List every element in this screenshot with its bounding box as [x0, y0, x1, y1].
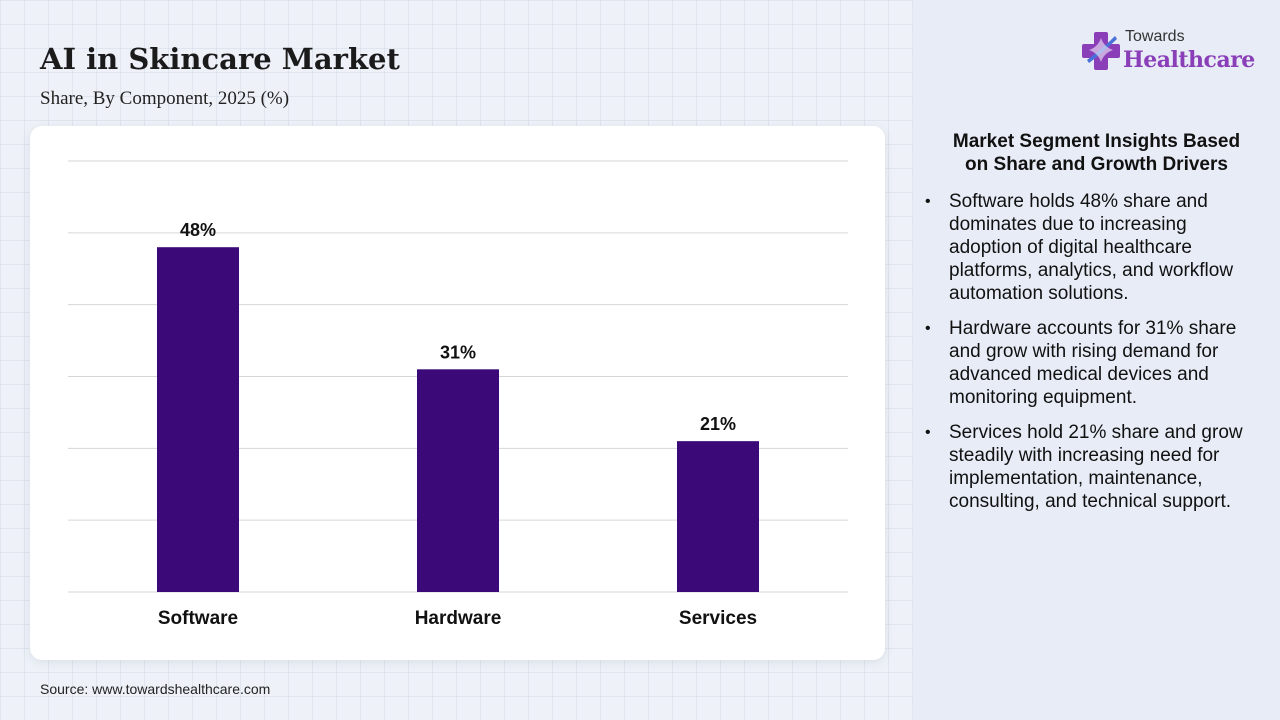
x-tick-label: Hardware	[415, 608, 502, 629]
insight-text: Hardware accounts for 31% share and grow…	[949, 318, 1237, 408]
data-label: 48%	[180, 220, 216, 240]
bullet-icon: •	[925, 193, 931, 210]
bullet-icon: •	[925, 320, 931, 337]
chart-card: 48% Software 31% Hardware 21% Services	[30, 126, 885, 660]
chart-title: AI in Skincare Market	[40, 42, 400, 76]
bullet-icon: •	[925, 424, 931, 441]
insights-panel: Towards Healthcare Market Segment Insigh…	[913, 0, 1280, 720]
chart-subtitle: Share, By Component, 2025 (%)	[40, 88, 290, 109]
data-label: 21%	[700, 414, 736, 434]
data-label: 31%	[440, 342, 476, 362]
x-tick-label: Services	[679, 608, 757, 629]
bar-hardware	[417, 369, 499, 592]
insight-item: • Hardware accounts for 31% share and gr…	[925, 317, 1260, 409]
insight-item: • Services hold 21% share and grow stead…	[925, 421, 1260, 513]
insight-item: • Software holds 48% share and dominates…	[925, 190, 1260, 305]
insights-list: • Software holds 48% share and dominates…	[925, 190, 1260, 525]
brand-main-text: Healthcare	[1123, 47, 1255, 73]
brand-top-text: Towards	[1125, 28, 1185, 45]
bar-software	[157, 247, 239, 592]
x-tick-label: Software	[158, 608, 238, 629]
bar-chart: 48% Software 31% Hardware 21% Services	[68, 160, 848, 629]
bar-services	[677, 441, 759, 592]
insights-title: Market Segment Insights Based on Share a…	[952, 131, 1241, 175]
medical-cross-icon	[1082, 32, 1120, 70]
source-note: Source: www.towardshealthcare.com	[40, 681, 271, 697]
brand-logo: Towards Healthcare	[1081, 28, 1256, 78]
insight-text: Services hold 21% share and grow steadil…	[949, 422, 1243, 512]
insight-text: Software holds 48% share and dominates d…	[949, 191, 1234, 304]
